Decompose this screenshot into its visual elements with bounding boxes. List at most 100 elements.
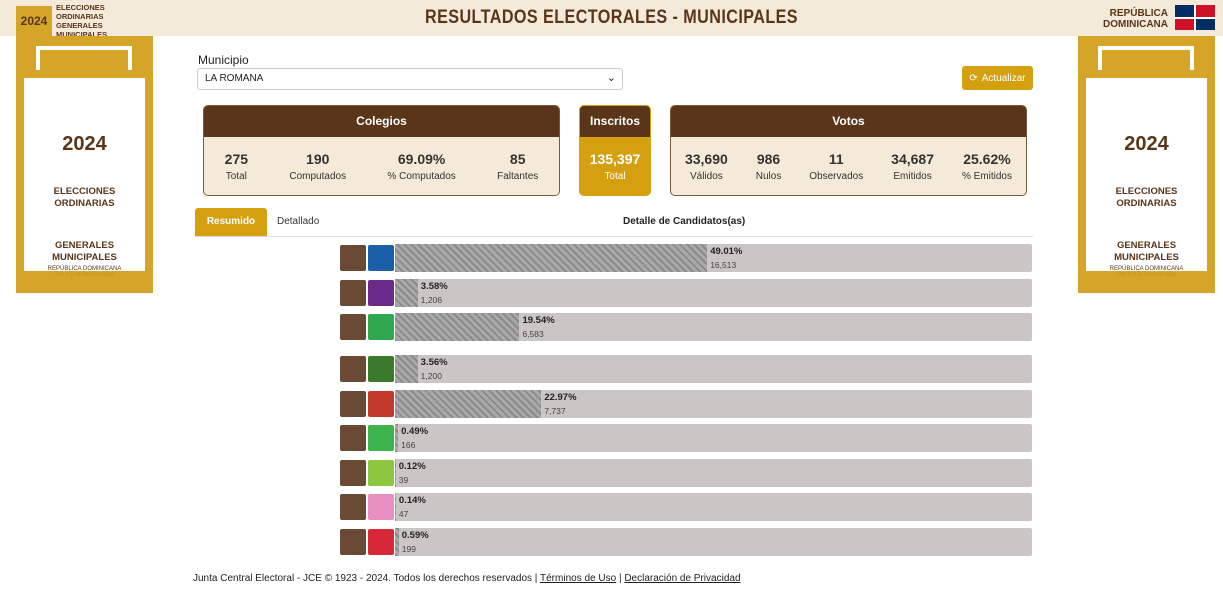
party-logo-icon [368,245,394,271]
election-logo: 2024 ELECCIONES ORDINARIAS GENERALES MUN… [16,3,146,39]
result-bar: 49.01% 16,513 [395,244,1032,272]
refresh-label: Actualizar [981,72,1026,84]
banner-line2: GENERALES MUNICIPALES [1114,240,1179,263]
banner-line3: REPÚBLICA DOMINICANA [1109,266,1184,272]
stat: 34,687 Emitidos [891,151,934,182]
stat-label: Total [225,171,247,182]
footer-separator: | [618,573,622,584]
result-bar: 0.59% 199 [395,528,1032,556]
stat-value: 33,690 [684,151,728,167]
candidate-votes: 47 [398,509,409,519]
country-name: REPÚBLICA DOMINICANA [1103,8,1168,30]
banner-year: 2024 [62,133,107,155]
terms-link[interactable]: Términos de Uso [540,573,617,584]
refresh-button[interactable]: ⟳ Actualizar [962,66,1033,90]
party-logo-icon [368,460,394,486]
banner-year: 2024 [1124,133,1169,155]
stat: 85 Faltantes [497,151,538,182]
stat-label: % Emitidos [961,171,1012,182]
candidate-votes: 166 [401,440,416,450]
result-bar-fill [395,424,399,452]
right-banner: 2024 ELECCIONES ORDINARIAS GENERALES MUN… [1078,36,1215,293]
party-logo-icon [368,280,394,306]
stat: 986 Nulos [756,151,782,182]
votos-title: Votos [671,106,1026,137]
inscritos-card: Inscritos 135,397 Total [579,105,651,196]
stat-value: 11 [828,151,844,167]
privacy-link[interactable]: Declaración de Privacidad [624,573,741,584]
dominican-flag-icon [1175,5,1215,30]
stat-label: Observados [809,171,864,182]
party-logo-icon [368,391,394,417]
stat-value: 190 [306,151,330,167]
municipio-label: Municipio [198,53,249,67]
stat-label: Computados [289,171,347,182]
candidate-votes: 7,737 [544,406,566,416]
banner-line4: Por ti y la Democracia [55,272,114,278]
stat-value: 69.09% [397,151,446,167]
candidate-percent: 22.97% [544,392,577,403]
candidate-row: AMARILIS SANTANA CEDANO 19.54% 6,583 [195,307,1033,347]
tab-detallado[interactable]: Detallado [277,216,320,227]
candidate-percent: 0.59% [401,530,429,541]
candidate-votes: 6,583 [522,329,544,339]
banner-line1: ELECCIONES ORDINARIAS [1115,186,1178,209]
result-bar-fill [395,313,520,341]
candidate-percent: 0.12% [398,461,426,472]
result-bar: 3.56% 1,200 [395,355,1032,383]
header: 2024 ELECCIONES ORDINARIAS GENERALES MUN… [0,0,1223,39]
candidate-row: CARLOS MORALES 0.59% 199 [195,527,1033,557]
country-line1: REPÚBLICA [1109,8,1168,19]
candidate-photo [340,245,366,271]
result-bar-fill [395,493,396,521]
candidate-row: EDUARDO KERY METIVIER 49.01% 16,513 [195,243,1033,273]
logo-text: ELECCIONES ORDINARIAS GENERALES MUNICIPA… [56,3,108,39]
footer: Junta Central Electoral - JCE © 1923 - 2… [193,573,741,584]
candidate-photo [340,391,366,417]
banner-line2: GENERALES MUNICIPALES [52,240,117,263]
stat-label: Faltantes [497,171,539,182]
stat-label: % Computados [387,171,456,182]
section-title: Detalle de Candidatos(as) [623,216,746,227]
tab-resumido[interactable]: Resumido [195,208,267,236]
banner-line3: REPÚBLICA DOMINICANA [47,266,122,272]
stat: 69.09% % Computados [387,151,455,182]
result-bar: 3.58% 1,206 [395,279,1032,307]
municipio-value: LA ROMANA [205,73,264,84]
chevron-down-icon: ⌄ [606,72,616,84]
candidate-row: MIGUEL SANCHEZ 0.12% 39 [195,458,1033,488]
candidate-votes: 16,513 [710,260,737,270]
candidate-photo [340,280,366,306]
stat-value: 25.62% [963,151,1011,167]
candidate-photo [340,460,366,486]
candidate-row: TONY ADAMES 22.97% 7,737 [195,389,1033,419]
candidate-votes: 1,200 [420,371,442,381]
tabs: Resumido Detallado Detalle de Candidatos… [195,208,1033,237]
result-bar: 0.14% 47 [395,493,1032,521]
candidate-row: DENNY DE LA CRUZ KELLY 3.56% 1,200 [195,354,1033,384]
party-logo-icon [368,529,394,555]
inscritos-label: Total [604,171,626,182]
result-bar: 19.54% 6,583 [395,313,1032,341]
party-logo-icon [368,494,394,520]
inscritos-title: Inscritos [580,106,650,137]
banner-line1: ELECCIONES ORDINARIAS [53,186,116,209]
candidate-row: TEODORO REYES 3.58% 1,206 [195,278,1033,308]
candidate-photo [340,494,366,520]
banner-line4: Por ti y la Democracia [1117,272,1176,278]
result-bar-fill [395,528,399,556]
municipio-select[interactable]: LA ROMANA ⌄ [197,68,623,90]
candidate-photo [340,425,366,451]
footer-text: Junta Central Electoral - JCE © 1923 - 2… [193,573,538,584]
candidate-photo [340,314,366,340]
result-bar-fill [395,355,418,383]
candidate-votes: 199 [401,544,416,554]
candidate-photo [340,356,366,382]
party-logo-icon [368,356,394,382]
result-bar-fill [395,459,396,487]
result-bar: 0.12% 39 [395,459,1032,487]
stat-label: Emitidos [893,171,932,182]
stat: 33,690 Válidos [685,151,728,182]
country-line2: DOMINICANA [1103,19,1168,30]
candidate-votes: 1,206 [420,295,443,305]
